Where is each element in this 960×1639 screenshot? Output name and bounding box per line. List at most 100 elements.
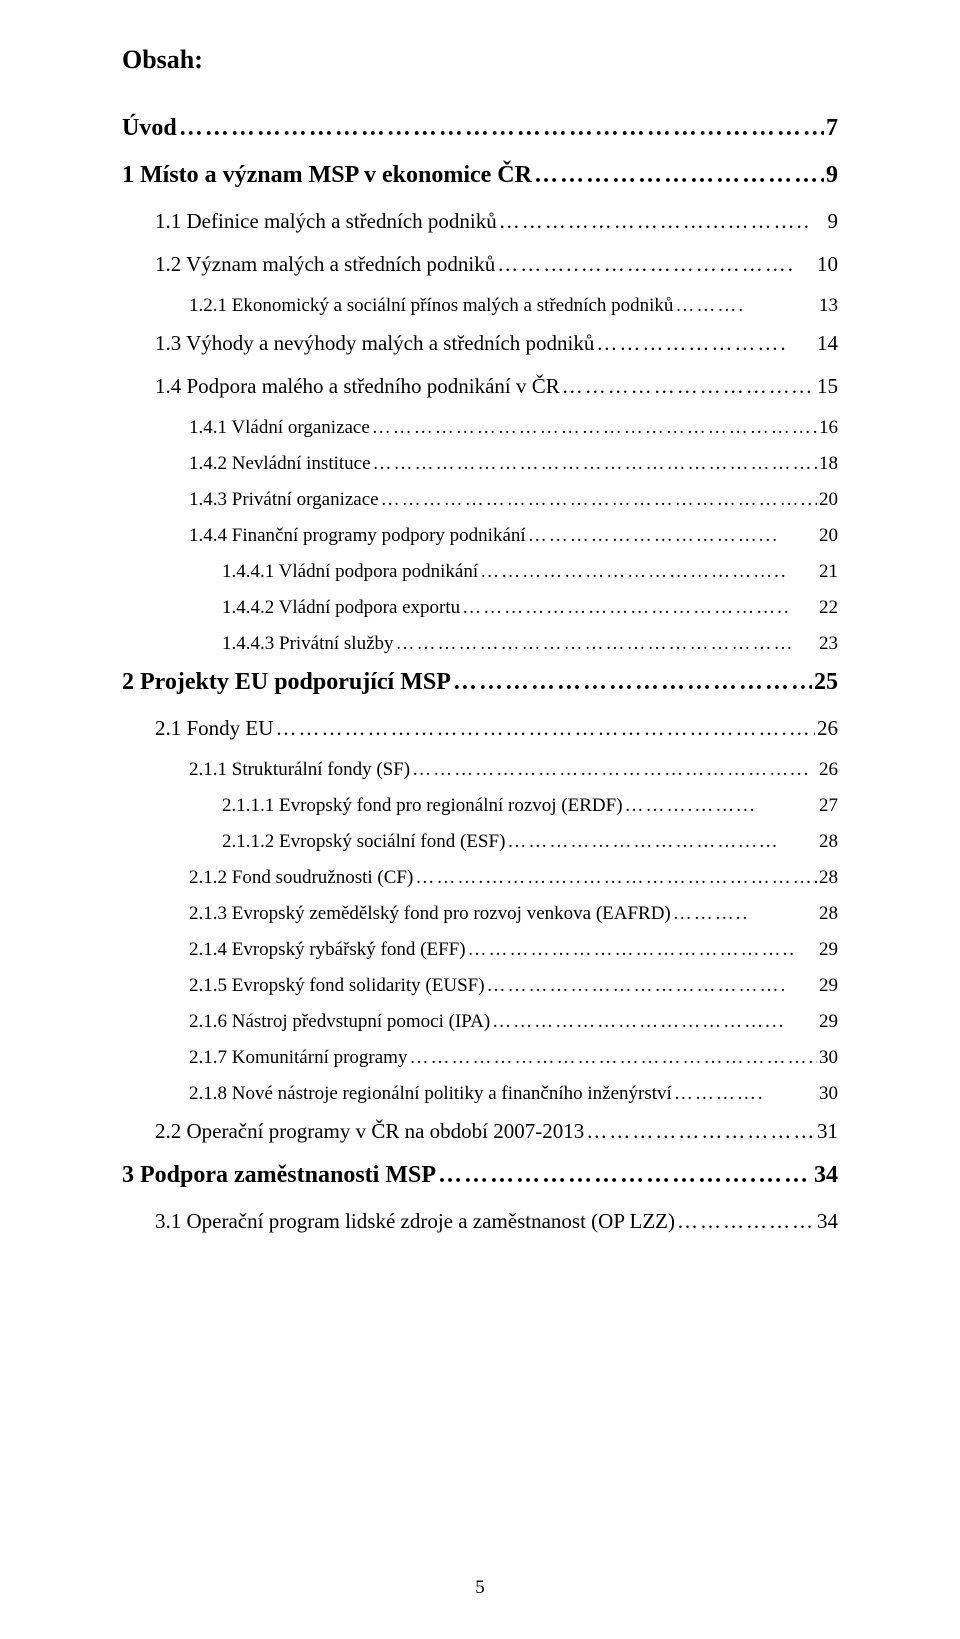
toc-entry-label: 2.1.1.2 Evropský sociální fond (ESF) — [222, 831, 505, 853]
toc-line: 2.1 Fondy EU………………………………………………………….……...… — [122, 716, 838, 741]
toc-leader: ………………. — [677, 1209, 815, 1234]
toc-entry-page: 29 — [819, 975, 838, 997]
toc-leader: …………………………... — [562, 374, 815, 399]
toc-heading: Obsah: — [122, 45, 838, 75]
toc-entry-page: 31 — [817, 1119, 838, 1144]
toc-leader: ……………………………... — [528, 525, 817, 547]
toc-line: 2.1.3 Evropský zemědělský fond pro rozvo… — [122, 903, 838, 925]
toc-entry-page: 26 — [817, 716, 838, 741]
toc-leader: ……………………………………….. — [468, 939, 817, 961]
toc-entry-label: 3 Podpora zaměstnanosti MSP — [122, 1162, 436, 1189]
toc-leader: ………………………...……….. — [499, 209, 826, 234]
toc-leader: ……………………………………. — [487, 975, 817, 997]
toc-line: 2.1.4 Evropský rybářský fond (EFF)………………… — [122, 939, 838, 961]
toc-leader: ……………………………………………………... — [381, 489, 817, 511]
toc-entry-page: 29 — [819, 1011, 838, 1033]
toc-container: Úvod…………………………………………………………………………...……7 1 … — [122, 115, 838, 1234]
toc-entry-label: 2.1.7 Komunitární programy — [189, 1047, 407, 1069]
toc-entry-page: 14 — [817, 331, 838, 356]
toc-entry-label: 2.1.2 Fond soudružnosti (CF) — [189, 867, 413, 889]
toc-line: Úvod…………………………………………………………………………...……7 — [122, 115, 838, 142]
toc-line: 2.1.1.1 Evropský fond pro regionální roz… — [122, 795, 838, 817]
toc-entry-label: 2 Projekty EU podporující MSP — [122, 669, 451, 696]
toc-entry-page: 23 — [819, 633, 838, 655]
toc-entry-page: 26 — [819, 759, 838, 781]
toc-line: 1.2 Význam malých a středních podniků………… — [122, 252, 838, 277]
page-number: 5 — [0, 1577, 960, 1599]
toc-line: 1.4.4.3 Privátní služby……………………………………………… — [122, 633, 838, 655]
toc-entry-page: 22 — [819, 597, 838, 619]
toc-entry-label: 1.4.4.2 Vládní podpora exportu — [222, 597, 460, 619]
toc-entry-page: 25 — [814, 669, 838, 696]
toc-leader: ………………………………………………… — [396, 633, 817, 655]
toc-entry-page: 18 — [819, 453, 838, 475]
toc-line: 3 Podpora zaměstnanosti MSP……………………………….… — [122, 1162, 838, 1189]
toc-line: 2.1.1.2 Evropský sociální fond (ESF)…………… — [122, 831, 838, 853]
toc-line: 1.4 Podpora malého a středního podnikání… — [122, 374, 838, 399]
toc-entry-page: 28 — [819, 867, 838, 889]
toc-entry-label: 2.1.5 Evropský fond solidarity (EUSF) — [189, 975, 485, 997]
toc-line: 1.4.3 Privátní organizace………………………………………… — [122, 489, 838, 511]
toc-line: 1.3 Výhody a nevýhody malých a středních… — [122, 331, 838, 356]
toc-leader: ………………………………………………….. — [409, 1047, 817, 1069]
toc-line: 2.1.1 Strukturální fondy (SF)……………………………… — [122, 759, 838, 781]
toc-leader: ……….……... — [625, 795, 817, 817]
toc-entry-label: 2.1 Fondy EU — [155, 716, 273, 741]
toc-line: 2.2 Operační programy v ČR na období 200… — [122, 1119, 838, 1144]
toc-line: 1.4.2 Nevládní instituce…………………………………………… — [122, 453, 838, 475]
toc-line: 2 Projekty EU podporující MSP……………………………… — [122, 669, 838, 696]
toc-entry-label: 1.3 Výhody a nevýhody malých a středních… — [155, 331, 594, 356]
toc-leader: ………. — [675, 295, 817, 317]
toc-leader: ………………………………………………... — [412, 759, 817, 781]
toc-entry-page: 15 — [817, 374, 838, 399]
toc-line: 1.4.1 Vládní organizace……………………………………………… — [122, 417, 838, 439]
toc-entry-page: 9 — [826, 162, 838, 189]
toc-entry-label: 2.1.1 Strukturální fondy (SF) — [189, 759, 410, 781]
toc-entry-label: 2.1.4 Evropský rybářský fond (EFF) — [189, 939, 466, 961]
toc-line: 1.1 Definice malých a středních podniků…… — [122, 209, 838, 234]
toc-entry-page: 13 — [819, 295, 838, 317]
toc-entry-page: 9 — [828, 209, 839, 234]
toc-leader: ……….. — [673, 903, 817, 925]
toc-line: 1 Místo a význam MSP v ekonomice ČR……………… — [122, 162, 838, 189]
toc-line: 3.1 Operační program lidské zdroje a zam… — [122, 1209, 838, 1234]
toc-entry-label: 1.2 Význam malých a středních podniků — [155, 252, 495, 277]
toc-leader: …………. — [674, 1083, 817, 1105]
toc-entry-label: 1.4.4.1 Vládní podpora podnikání — [222, 561, 478, 583]
toc-leader: …………………………………... — [492, 1011, 817, 1033]
toc-entry-label: 3.1 Operační program lidské zdroje a zam… — [155, 1209, 675, 1234]
toc-entry-label: 1.2.1 Ekonomický a sociální přínos malýc… — [189, 295, 673, 317]
toc-entry-page: 20 — [819, 489, 838, 511]
toc-entry-label: 2.1.6 Nástroj předvstupní pomoci (IPA) — [189, 1011, 490, 1033]
toc-entry-label: 2.2 Operační programy v ČR na období 200… — [155, 1119, 584, 1144]
toc-entry-page: 10 — [817, 252, 838, 277]
toc-entry-label: 1 Místo a význam MSP v ekonomice ČR — [122, 162, 532, 189]
toc-entry-page: 34 — [817, 1209, 838, 1234]
toc-entry-page: 34 — [814, 1162, 838, 1189]
toc-entry-page: 7 — [826, 115, 838, 142]
toc-line: 1.2.1 Ekonomický a sociální přínos malýc… — [122, 295, 838, 317]
toc-line: 2.1.7 Komunitární programy……………………………………… — [122, 1047, 838, 1069]
toc-entry-page: 29 — [819, 939, 838, 961]
toc-leader: ………..………………………. — [497, 252, 815, 277]
toc-leader: …………………………….……... — [534, 162, 824, 189]
toc-line: 2.1.2 Fond soudružnosti (CF)……….…………..……… — [122, 867, 838, 889]
toc-entry-label: 2.1.1.1 Evropský fond pro regionální roz… — [222, 795, 623, 817]
toc-entry-label: 1.4.1 Vládní organizace — [189, 417, 370, 439]
toc-line: 2.1.6 Nástroj předvstupní pomoci (IPA)……… — [122, 1011, 838, 1033]
toc-entry-page: 28 — [819, 831, 838, 853]
toc-entry-label: 1.4.2 Nevládní instituce — [189, 453, 371, 475]
toc-leader: ………………………………………….. — [453, 669, 812, 696]
toc-entry-page: 30 — [819, 1083, 838, 1105]
toc-leader: …………………………………….. — [480, 561, 817, 583]
toc-entry-label: Úvod — [122, 115, 177, 142]
toc-leader: …………………………………………………………………………...…… — [179, 115, 824, 142]
toc-line: 2.1.5 Evropský fond solidarity (EUSF)………… — [122, 975, 838, 997]
toc-entry-page: 28 — [819, 903, 838, 925]
toc-line: 1.4.4 Finanční programy podpory podnikán… — [122, 525, 838, 547]
toc-entry-page: 30 — [819, 1047, 838, 1069]
toc-leader: ……………………………….……………. — [438, 1162, 812, 1189]
toc-entry-label: 2.1.8 Nové nástroje regionální politiky … — [189, 1083, 672, 1105]
toc-leader: ……………………………...… — [507, 831, 817, 853]
toc-leader: ………………………….. — [586, 1119, 815, 1144]
